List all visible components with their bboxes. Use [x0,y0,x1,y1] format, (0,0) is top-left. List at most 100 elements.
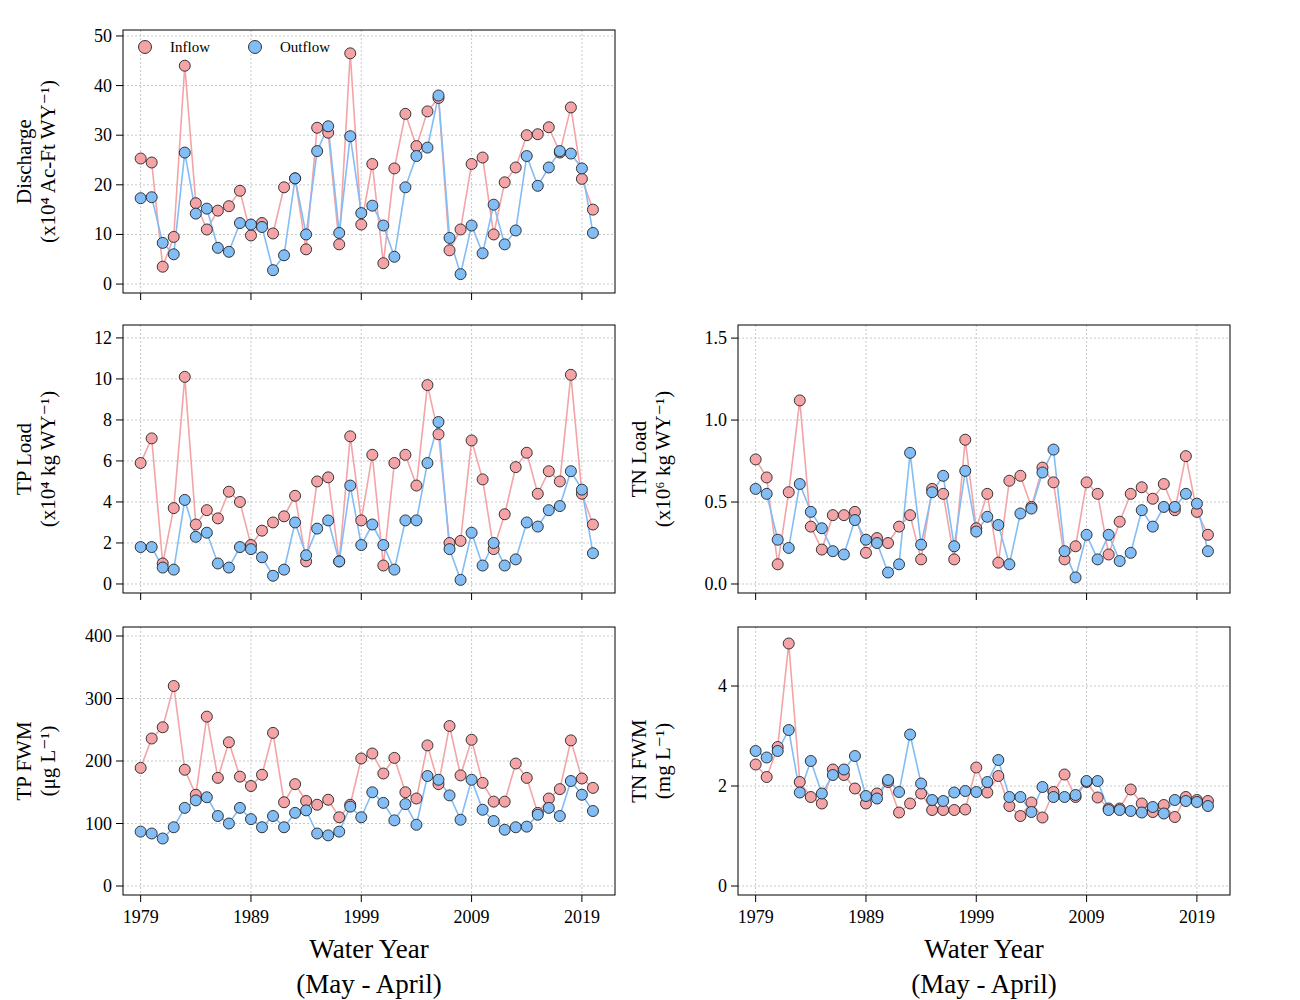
data-point [883,538,894,549]
data-point [521,447,532,458]
y-tick-label: 0 [103,274,112,294]
data-point [805,521,816,532]
data-point [510,554,521,565]
data-point [179,764,190,775]
data-point [532,180,543,191]
data-point [576,163,587,174]
data-point [993,519,1004,530]
series-line [756,400,1208,564]
data-point [871,793,882,804]
data-point [190,198,201,209]
data-point [1114,516,1125,527]
data-point [135,457,146,468]
figure: 01020304050Discharge(x10⁴ Ac-Ft WY⁻¹)Inf… [0,0,1300,1000]
data-point [960,434,971,445]
data-point [345,801,356,812]
data-point [916,539,927,550]
y-grid [738,583,1230,584]
data-point [761,752,772,763]
data-point [135,542,146,553]
data-point [411,151,422,162]
data-point [389,752,400,763]
data-point [245,219,256,230]
data-point [190,208,201,219]
x-tick [361,895,362,902]
data-point [510,225,521,236]
y-tick [116,542,123,543]
data-point [223,486,234,497]
data-point [234,496,245,507]
data-point [521,821,532,832]
data-point [521,130,532,141]
data-point [256,552,267,563]
data-point [1081,529,1092,540]
data-point [521,151,532,162]
y-grid [123,378,615,379]
y-tick-label: 6 [103,451,112,471]
panel: 024681012TP Load(x10⁴ kg WY⁻¹) [12,325,615,600]
x-grid [1196,325,1197,593]
data-point [894,521,905,532]
data-point [827,510,838,521]
x-tick [471,593,472,600]
series-line [141,776,593,839]
y-grid [123,284,615,285]
data-point [905,447,916,458]
panel: 197919891999200920190100200300400TP FWM(… [12,626,615,999]
y-tick-label: 40 [94,76,112,96]
y-grid [738,338,1230,339]
data-point [312,828,323,839]
y-grid [738,420,1230,421]
y-axis-unit: (x10⁴ Ac-Ft WY⁻¹) [36,80,60,243]
data-point [543,505,554,516]
data-point [871,538,882,549]
data-point [146,733,157,744]
data-point [587,548,598,559]
data-point [510,162,521,173]
data-point [477,152,488,163]
x-tick [1196,593,1197,600]
data-point [411,141,422,152]
y-tick [731,420,738,421]
plot-frame [738,325,1230,593]
data-point [400,787,411,798]
data-point [1015,470,1026,481]
data-point [290,173,301,184]
x-tick [755,593,756,600]
data-point [212,811,223,822]
data-point [499,239,510,250]
x-tick-label: 1999 [958,907,994,927]
y-tick [116,583,123,584]
data-point [212,205,223,216]
data-point [179,494,190,505]
data-point [455,535,466,546]
data-point [543,466,554,477]
data-point [1048,477,1059,488]
data-point [1158,478,1169,489]
data-point [179,60,190,71]
data-point [565,466,576,477]
x-tick [1086,895,1087,902]
data-point [201,792,212,803]
data-point [1147,802,1158,813]
data-point [1059,792,1070,803]
data-point [135,153,146,164]
data-point [1092,554,1103,565]
series-line [756,450,1208,578]
y-tick-label: 0.0 [705,574,728,594]
data-point [433,774,444,785]
data-point [234,218,245,229]
data-point [488,229,499,240]
y-tick [116,337,123,338]
y-tick [731,886,738,887]
data-point [422,771,433,782]
data-point [499,796,510,807]
data-point [168,503,179,514]
x-grid [581,30,582,293]
series-line [141,53,593,266]
data-point [477,804,488,815]
series-line [756,730,1208,814]
data-point [256,822,267,833]
x-grid [865,627,866,895]
y-grid [123,698,615,699]
